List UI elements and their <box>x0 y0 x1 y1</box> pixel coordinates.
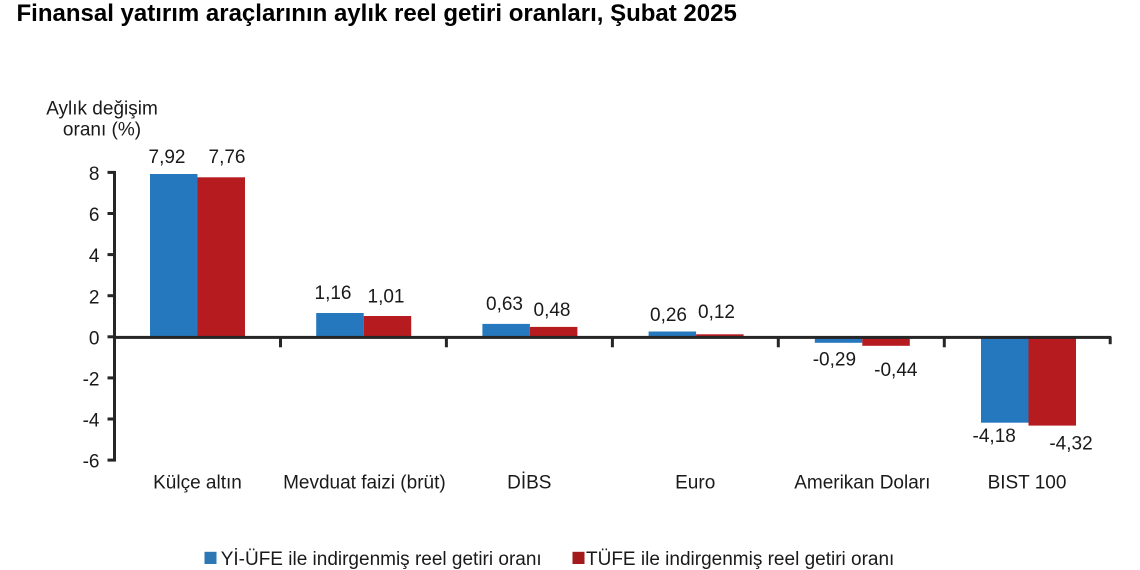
svg-text:Yİ-ÜFE ile indirgenmiş reel ge: Yİ-ÜFE ile indirgenmiş reel getiri oranı <box>221 549 542 570</box>
svg-text:6: 6 <box>89 205 100 226</box>
svg-text:BIST 100: BIST 100 <box>988 473 1067 494</box>
svg-text:Euro: Euro <box>675 473 715 494</box>
svg-text:7,92: 7,92 <box>149 147 186 168</box>
svg-text:0,12: 0,12 <box>698 302 735 323</box>
svg-text:4: 4 <box>89 246 100 267</box>
svg-text:-0,29: -0,29 <box>813 349 856 370</box>
svg-text:1,01: 1,01 <box>368 286 405 307</box>
svg-text:-4,18: -4,18 <box>973 426 1016 447</box>
svg-text:1,16: 1,16 <box>315 283 352 304</box>
svg-text:-2: -2 <box>83 370 100 391</box>
svg-text:8: 8 <box>89 164 100 185</box>
svg-text:7,76: 7,76 <box>209 147 246 168</box>
svg-text:-6: -6 <box>83 452 100 473</box>
svg-text:TÜFE ile indirgenmiş reel geti: TÜFE ile indirgenmiş reel getiri oranı <box>586 549 894 570</box>
svg-text:Külçe altın: Külçe altın <box>153 473 242 494</box>
svg-text:2: 2 <box>89 287 100 308</box>
svg-text:oranı (%): oranı (%) <box>63 119 141 140</box>
svg-text:-0,44: -0,44 <box>874 360 918 381</box>
svg-text:-4,32: -4,32 <box>1049 433 1092 454</box>
svg-text:Finansal yatırım araçlarının a: Finansal yatırım araçlarının aylık reel … <box>17 0 737 27</box>
svg-text:0,48: 0,48 <box>534 300 571 321</box>
svg-text:Aylık değişim: Aylık değişim <box>46 98 158 119</box>
svg-text:-4: -4 <box>83 411 100 432</box>
svg-text:Mevduat faizi (brüt): Mevduat faizi (brüt) <box>283 473 446 494</box>
svg-text:0: 0 <box>89 328 100 349</box>
svg-text:Amerikan Doları: Amerikan Doları <box>794 473 930 494</box>
svg-text:DİBS: DİBS <box>507 473 551 494</box>
svg-text:0,26: 0,26 <box>650 305 687 326</box>
svg-text:0,63: 0,63 <box>486 294 523 315</box>
